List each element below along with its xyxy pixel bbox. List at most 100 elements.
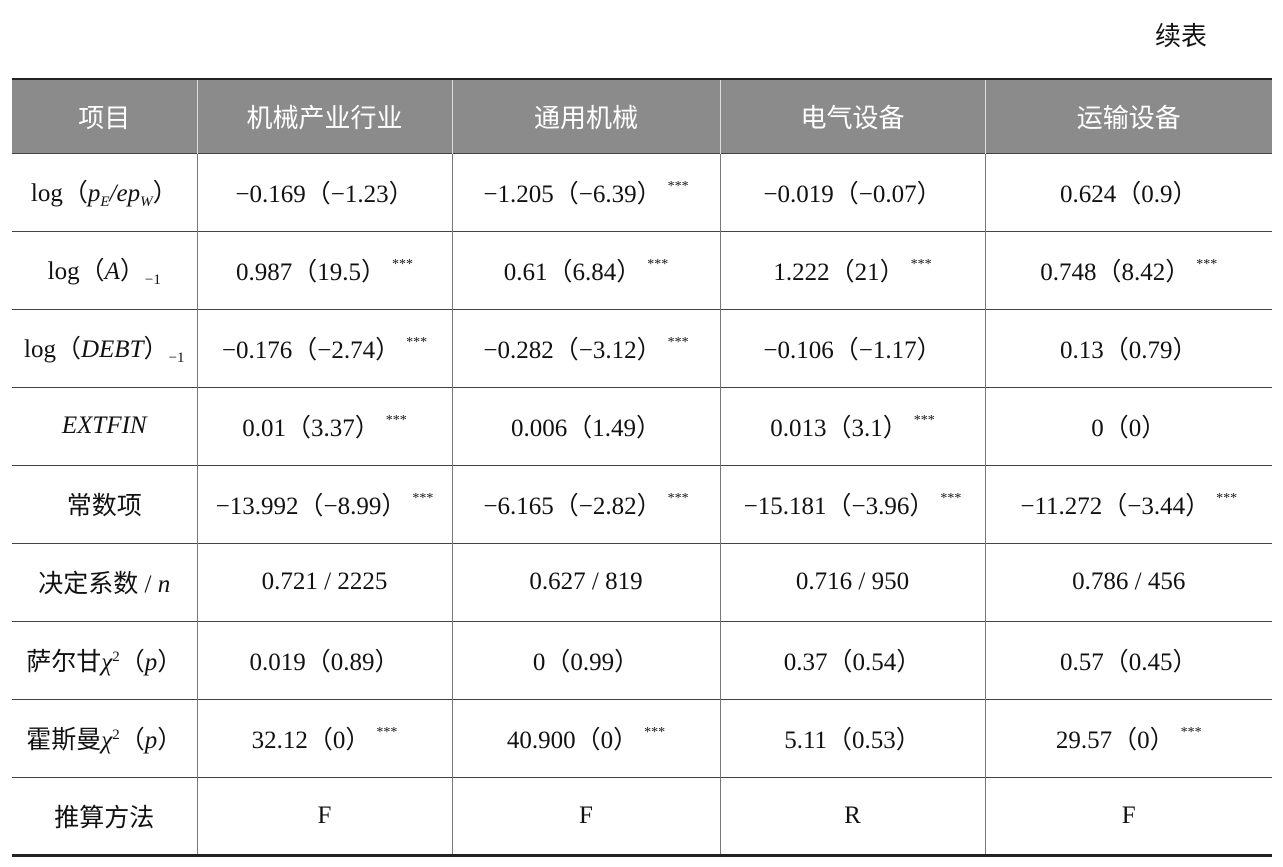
label-part: log（ xyxy=(47,258,105,285)
cell: 0.61（6.84） *** xyxy=(451,231,720,309)
cell: −0.169（−1.23） xyxy=(196,153,452,231)
cell: 0.37（0.54） xyxy=(719,621,985,699)
cell: 0.627 / 819 xyxy=(451,543,720,621)
cell: 32.12（0） *** xyxy=(196,699,452,777)
cell: 0.013（3.1） *** xyxy=(719,387,985,465)
label-part: log（ xyxy=(24,336,81,363)
label-part: 推算方法 xyxy=(54,804,155,832)
label-part: ） xyxy=(119,258,145,285)
label-part: 常数项 xyxy=(66,493,142,520)
cell-value: 0.57（0.45） xyxy=(1059,649,1198,676)
label-part: log（ xyxy=(30,180,88,207)
cell-value: 0.987（19.5） xyxy=(235,259,386,286)
row: EXTFIN 0.01（3.37） *** 0.006（1.49） 0.013（3.1）… xyxy=(12,387,1272,465)
cell-value: −0.019（−0.07） xyxy=(763,181,942,208)
cell-value: −13.992（−8.99） xyxy=(215,493,407,520)
label-part: /ep xyxy=(109,180,141,207)
cell: 1.222（21） *** xyxy=(719,231,985,309)
cell: 0.721 / 2225 xyxy=(196,543,452,621)
label-part: DEBT xyxy=(80,336,144,363)
significance: *** xyxy=(406,335,428,350)
row-label: log（A）−1 xyxy=(12,231,197,309)
cell: 0.624（0.9） xyxy=(984,153,1272,231)
cell: 0.019（0.89） xyxy=(196,621,452,699)
cell: −1.205（−6.39） *** xyxy=(451,153,720,231)
row-label: 霍斯曼χ2（p） xyxy=(12,699,197,777)
significance: *** xyxy=(667,491,689,506)
significance: *** xyxy=(392,257,413,272)
label-part: p xyxy=(144,727,158,754)
cell-value: 0.627 / 819 xyxy=(529,568,643,595)
cell-value: −6.165（−2.82） xyxy=(483,493,662,520)
row: log（pE/epW） −0.169（−1.23） −1.205（−6.39） ***… xyxy=(12,153,1272,231)
label-part: −1 xyxy=(144,272,161,288)
cell-value: −0.282（−3.12） xyxy=(483,337,662,364)
significance: *** xyxy=(376,725,398,740)
table-caption: 续表 xyxy=(1154,22,1207,51)
cell-value: 0.721 / 2225 xyxy=(261,568,388,595)
row: 萨尔甘χ2（p） 0.019（0.89） 0（0.99） 0.37（0.54） 0.57… xyxy=(12,621,1272,699)
cell-value: R xyxy=(844,801,861,829)
row-label: 常数项 xyxy=(12,465,197,543)
cell-value: −11.272（−3.44） xyxy=(1020,493,1211,520)
cell: 0（0） xyxy=(984,387,1272,465)
significance: *** xyxy=(412,491,434,506)
cell: 0.987（19.5） *** xyxy=(196,231,452,309)
cell-value: −0.169（−1.23） xyxy=(235,181,414,208)
cell: −11.272（−3.44） *** xyxy=(984,465,1272,543)
cell: 0.006（1.49） xyxy=(451,387,720,465)
header-cell: 通用机械 xyxy=(451,79,720,153)
significance: *** xyxy=(940,491,962,506)
label-part: p xyxy=(87,180,101,207)
row: 推算方法 F F R F xyxy=(12,777,1272,855)
significance: *** xyxy=(913,413,935,428)
row-label: 萨尔甘χ2（p） xyxy=(12,621,197,699)
label-part: ） xyxy=(157,649,183,676)
header-cell: 电气设备 xyxy=(719,79,985,153)
cell-value: 0.748（8.42） xyxy=(1040,259,1191,286)
cell: 0.01（3.37） *** xyxy=(196,387,452,465)
label-part: 2 xyxy=(112,649,120,665)
header-cell: 机械产业行业 xyxy=(196,79,452,153)
cell: 0.13（0.79） xyxy=(984,309,1272,387)
header-row: 项目 机械产业行业 通用机械 电气设备 运输设备 xyxy=(12,79,1272,153)
label-part: E xyxy=(100,194,110,210)
significance: *** xyxy=(1180,725,1202,740)
cell-value: F xyxy=(1121,801,1136,829)
label-part: ） xyxy=(157,727,183,754)
cell-value: 0.716 / 950 xyxy=(795,568,910,595)
cell-value: 1.222（21） xyxy=(773,259,905,286)
cell: 40.900（0） *** xyxy=(451,699,720,777)
cell-value: F xyxy=(579,801,593,829)
cell-value: 0（0） xyxy=(1091,415,1167,442)
cell-value: −1.205（−6.39） xyxy=(483,181,662,208)
row-label: EXTFIN xyxy=(12,387,197,465)
significance: *** xyxy=(1216,491,1238,506)
cell: 5.11（0.53） xyxy=(719,699,985,777)
row-label: log（DEBT）−1 xyxy=(12,309,197,387)
cell: −15.181（−3.96） *** xyxy=(719,465,985,543)
cell: −0.282（−3.12） *** xyxy=(451,309,720,387)
label-part: W xyxy=(140,194,153,210)
cell-value: 0.624（0.9） xyxy=(1059,181,1198,208)
label-part: n xyxy=(157,571,171,598)
cell-value: 0.61（6.84） xyxy=(503,259,642,286)
cell: −0.176（−2.74） *** xyxy=(196,309,452,387)
significance: *** xyxy=(385,413,407,428)
row-label: 决定系数 / n xyxy=(12,543,197,621)
label-part: A xyxy=(104,258,120,285)
header-cell: 项目 xyxy=(78,103,131,133)
cell-value: 0.013（3.1） xyxy=(770,415,908,442)
label-part: ） xyxy=(152,180,178,207)
cell-value: 0.786 / 456 xyxy=(1072,568,1186,595)
significance: *** xyxy=(667,179,689,194)
row-label: 推算方法 xyxy=(12,777,197,855)
cell-value: 0.13（0.79） xyxy=(1059,337,1198,364)
cell: 0.716 / 950 xyxy=(719,543,985,621)
significance: *** xyxy=(647,257,669,272)
cell-value: 0.019（0.89） xyxy=(249,649,400,676)
label-part: ） xyxy=(143,336,169,363)
cell: 0.57（0.45） xyxy=(984,621,1272,699)
cell-value: 0.37（0.54） xyxy=(783,649,922,676)
significance: *** xyxy=(1196,257,1218,272)
